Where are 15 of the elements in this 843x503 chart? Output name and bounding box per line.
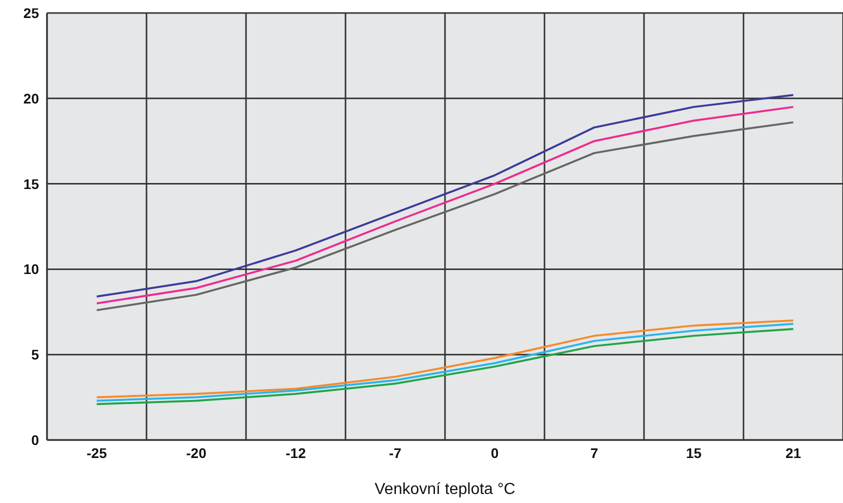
y-tick-label: 15	[23, 176, 40, 192]
x-tick-label: -25	[86, 444, 108, 461]
y-tick-label: 25	[23, 4, 40, 21]
y-tick-label: 0	[31, 432, 40, 448]
x-tick-label: 7	[590, 444, 598, 461]
x-tick-label: 21	[785, 444, 802, 461]
x-tick-label: 15	[686, 444, 702, 461]
x-tick-label: 0	[490, 444, 499, 461]
y-tick-label: 5	[31, 346, 40, 363]
x-tick-label: -12	[286, 444, 306, 461]
x-axis-title: Venkovní teplota °C	[374, 481, 516, 498]
x-tick-label: -7	[389, 444, 402, 461]
y-tick-label: 20	[23, 90, 40, 106]
y-tick-label: 10	[23, 261, 40, 278]
x-tick-label: -20	[186, 444, 207, 461]
